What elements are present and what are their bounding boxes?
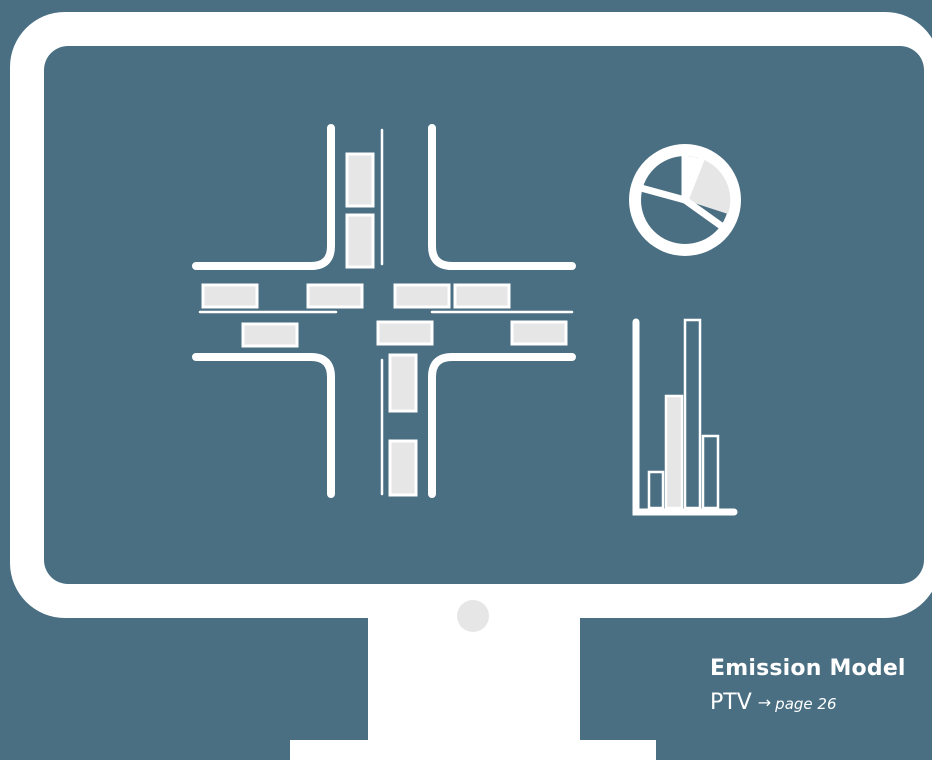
- monitor-screen: [44, 46, 924, 584]
- caption-source: PTV: [710, 690, 752, 715]
- vehicle: [201, 283, 259, 309]
- vehicle: [306, 283, 364, 309]
- vehicles: [201, 152, 568, 497]
- lane-dividers: [198, 128, 574, 496]
- caption-page-link[interactable]: page 26: [775, 695, 837, 713]
- vehicle: [345, 213, 375, 269]
- vehicle: [453, 283, 511, 309]
- caption: Emission Model PTV → page 26: [710, 654, 906, 719]
- monitor-stand-base: [290, 740, 656, 760]
- vehicle: [388, 439, 418, 497]
- bar: [683, 318, 702, 510]
- bar: [701, 434, 720, 510]
- vehicle: [388, 353, 418, 413]
- arrow-right-icon: →: [757, 693, 772, 712]
- bar: [647, 470, 665, 510]
- traffic-intersection-icon: [192, 124, 576, 498]
- bar: [664, 394, 684, 510]
- pie-chart-icon: [629, 144, 741, 256]
- vehicle: [393, 283, 451, 309]
- vehicle: [241, 322, 299, 348]
- vehicle: [376, 320, 434, 346]
- power-button-icon: [457, 600, 489, 632]
- bar-chart-icon: [632, 318, 738, 516]
- vehicle: [345, 152, 375, 208]
- caption-reference: PTV → page 26: [710, 688, 906, 719]
- caption-title: Emission Model: [710, 656, 906, 681]
- vehicle: [510, 320, 568, 346]
